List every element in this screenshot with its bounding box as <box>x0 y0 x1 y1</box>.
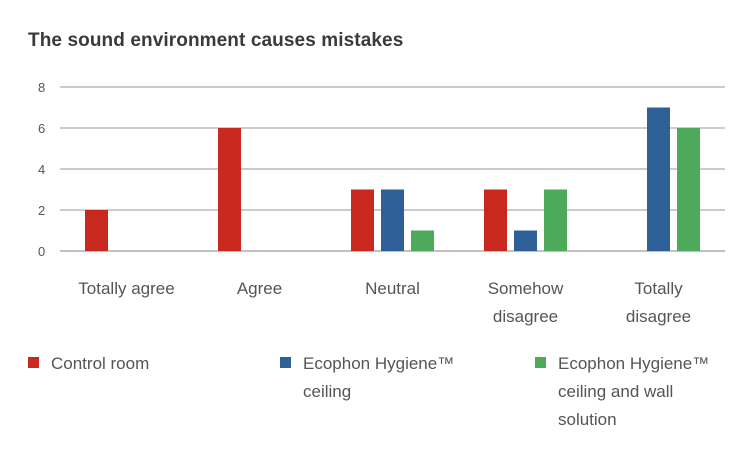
bar-series1-cat4 <box>647 107 670 251</box>
x-category-label-1: Agree <box>237 279 282 298</box>
legend-label-hygiene-ceiling-wall: Ecophon Hygiene™ ceiling and wall soluti… <box>558 354 710 429</box>
legend-swatch-hygiene-ceiling <box>280 357 291 368</box>
legend-label-hygiene-ceiling: Ecophon Hygiene™ ceiling <box>303 354 455 401</box>
x-category-label-2: Neutral <box>365 279 420 298</box>
y-tick-label-0: 0 <box>38 244 45 259</box>
legend-swatch-control-room <box>28 357 39 368</box>
bar-series2-cat4 <box>677 128 700 251</box>
y-tick-label-6: 6 <box>38 121 45 136</box>
bar-series2-cat2 <box>411 230 434 251</box>
legend-item-hygiene-ceiling-wall: Ecophon Hygiene™ ceiling and wall soluti… <box>535 350 709 434</box>
legend-item-hygiene-ceiling: Ecophon Hygiene™ ceiling <box>280 350 454 406</box>
bar-series0-cat3 <box>484 189 507 251</box>
legend-swatch-hygiene-ceiling-wall <box>535 357 546 368</box>
y-tick-label-8: 8 <box>38 80 45 95</box>
bar-series0-cat2 <box>351 189 374 251</box>
bar-series0-cat1 <box>218 128 241 251</box>
bar-series1-cat2 <box>381 189 404 251</box>
bar-series0-cat0 <box>85 210 108 251</box>
legend-item-control-room: Control room <box>28 350 149 378</box>
legend-label-control-room: Control room <box>51 354 150 373</box>
x-category-label-0: Totally agree <box>78 279 174 298</box>
x-category-label-4: Totally disagree <box>626 279 691 326</box>
y-tick-label-4: 4 <box>38 162 45 177</box>
bar-series2-cat3 <box>544 189 567 251</box>
x-category-label-3: Somehow disagree <box>488 279 564 326</box>
bar-series1-cat3 <box>514 230 537 251</box>
y-tick-label-2: 2 <box>38 203 45 218</box>
chart-title: The sound environment causes mistakes <box>28 30 404 51</box>
